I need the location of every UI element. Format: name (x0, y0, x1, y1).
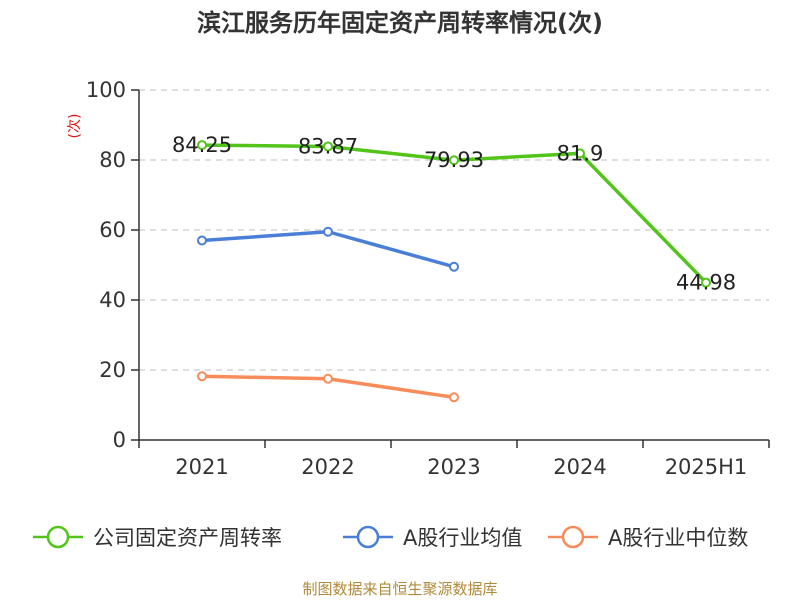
data-point (701, 277, 711, 288)
y-tick-label: 40 (99, 288, 126, 312)
data-label: 83.87 (298, 134, 358, 158)
data-label: 44.98 (676, 271, 736, 295)
x-tick-label: 2021 (175, 455, 228, 479)
series (197, 140, 711, 403)
legend-marker (356, 525, 380, 549)
y-tick-label: 100 (86, 78, 126, 102)
x-tick-label: 2024 (553, 455, 606, 479)
data-labels: 84.25 83.87 79.93 81.9 44.98 (172, 133, 736, 294)
legend-label: A股行业中位数 (608, 526, 748, 550)
y-tick-label: 80 (99, 148, 126, 172)
data-label: 79.93 (424, 148, 484, 172)
legend-item: 公司固定资产周转率 (33, 525, 282, 550)
data-label: 81.9 (557, 141, 604, 165)
data-point (197, 235, 207, 246)
data-point (197, 140, 207, 151)
x-tick-label: 2022 (301, 455, 354, 479)
legend-marker (561, 525, 585, 549)
legend-marker (46, 525, 70, 549)
series-line (201, 230, 455, 269)
data-label: 84.25 (172, 133, 232, 157)
axes: 0 20 40 60 80 100 2021 2022 2023 2024 2025H1 (86, 78, 770, 479)
data-point (449, 261, 459, 272)
chart-title: 滨江服务历年固定资产周转率情况(次) (197, 9, 603, 37)
grid (139, 89, 769, 371)
x-tick-label: 2023 (427, 455, 480, 479)
legend-label: 公司固定资产周转率 (93, 526, 282, 550)
legend: 公司固定资产周转率 A股行业均值 A股行业中位数 (33, 525, 748, 550)
y-axis-label: (次) (67, 114, 83, 139)
legend-label: A股行业均值 (403, 526, 522, 550)
data-point (323, 141, 333, 152)
legend-item: A股行业均值 (343, 525, 522, 550)
source-note: 制图数据来自恒生聚源数据库 (302, 580, 497, 598)
data-point (449, 392, 459, 403)
data-point (323, 226, 333, 237)
y-tick-label: 0 (113, 428, 126, 452)
data-point (449, 155, 459, 166)
data-point (197, 371, 207, 382)
y-tick-label: 60 (99, 218, 126, 242)
data-point (323, 373, 333, 384)
y-tick-label: 20 (99, 358, 126, 382)
x-tick-label: 2025H1 (665, 455, 748, 479)
legend-item: A股行业中位数 (548, 525, 748, 550)
data-point (575, 148, 585, 159)
